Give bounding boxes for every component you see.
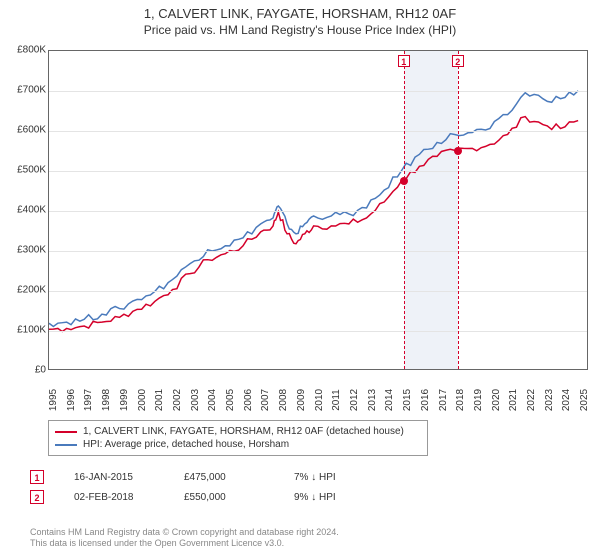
legend-item: 1, CALVERT LINK, FAYGATE, HORSHAM, RH12 … (55, 425, 421, 438)
x-tick-label: 2020 (491, 389, 502, 411)
legend-swatch (55, 444, 77, 446)
y-tick-label: £600K (17, 125, 46, 136)
legend-label: 1, CALVERT LINK, FAYGATE, HORSHAM, RH12 … (83, 426, 404, 437)
transaction-vline (404, 51, 405, 369)
chart-plot-area: 12 (48, 50, 588, 370)
x-tick-label: 1997 (83, 389, 94, 411)
transaction-marker-label: 1 (398, 55, 410, 67)
x-tick-label: 2001 (154, 389, 165, 411)
y-tick-label: £300K (17, 245, 46, 256)
legend-item: HPI: Average price, detached house, Hors… (55, 438, 421, 451)
y-tick-label: £200K (17, 285, 46, 296)
x-tick-label: 2014 (384, 389, 395, 411)
x-tick-label: 2025 (579, 389, 590, 411)
transaction-delta: 9% ↓ HPI (294, 492, 374, 503)
legend-swatch (55, 431, 77, 433)
grid-line (49, 171, 587, 172)
x-tick-label: 2005 (225, 389, 236, 411)
grid-line (49, 211, 587, 212)
transaction-date: 02-FEB-2018 (74, 492, 154, 503)
transaction-price: £475,000 (184, 472, 264, 483)
x-tick-label: 2019 (473, 389, 484, 411)
transaction-price: £550,000 (184, 492, 264, 503)
transaction-dot (454, 147, 462, 155)
transaction-number-box: 2 (30, 490, 44, 504)
footer-line-1: Contains HM Land Registry data © Crown c… (30, 527, 339, 539)
x-tick-label: 2012 (349, 389, 360, 411)
x-tick-label: 2002 (172, 389, 183, 411)
x-tick-label: 2003 (190, 389, 201, 411)
x-tick-label: 2007 (260, 389, 271, 411)
x-tick-label: 2009 (296, 389, 307, 411)
x-tick-label: 2008 (278, 389, 289, 411)
y-axis: £0£100K£200K£300K£400K£500K£600K£700K£80… (0, 50, 48, 370)
title-subtitle: Price paid vs. HM Land Registry's House … (0, 23, 600, 37)
chart-container: 1, CALVERT LINK, FAYGATE, HORSHAM, RH12 … (0, 0, 600, 560)
transaction-vline (458, 51, 459, 369)
grid-line (49, 251, 587, 252)
x-tick-label: 2023 (544, 389, 555, 411)
transaction-number-box: 1 (30, 470, 44, 484)
footer-line-2: This data is licensed under the Open Gov… (30, 538, 339, 550)
x-tick-label: 2022 (526, 389, 537, 411)
transaction-row: 2 02-FEB-2018 £550,000 9% ↓ HPI (30, 490, 374, 504)
x-tick-label: 2006 (243, 389, 254, 411)
grid-line (49, 331, 587, 332)
x-tick-label: 2015 (402, 389, 413, 411)
transaction-date: 16-JAN-2015 (74, 472, 154, 483)
x-tick-label: 1998 (101, 389, 112, 411)
y-tick-label: £700K (17, 85, 46, 96)
transaction-dot (400, 177, 408, 185)
y-tick-label: £100K (17, 325, 46, 336)
x-tick-label: 2016 (420, 389, 431, 411)
x-axis: 1995 1996 1997 1998 1999 2000 2001 2002 2003 2004… (48, 370, 588, 416)
x-tick-label: 2021 (508, 389, 519, 411)
x-tick-label: 2000 (137, 389, 148, 411)
title-address: 1, CALVERT LINK, FAYGATE, HORSHAM, RH12 … (0, 6, 600, 21)
chart-svg (49, 51, 587, 369)
attribution-footer: Contains HM Land Registry data © Crown c… (30, 527, 339, 550)
transaction-table: 1 16-JAN-2015 £475,000 7% ↓ HPI 2 02-FEB-2018… (30, 470, 374, 510)
x-tick-label: 2017 (438, 389, 449, 411)
x-tick-label: 2004 (207, 389, 218, 411)
x-tick-label: 1999 (119, 389, 130, 411)
title-block: 1, CALVERT LINK, FAYGATE, HORSHAM, RH12 … (0, 0, 600, 37)
transaction-row: 1 16-JAN-2015 £475,000 7% ↓ HPI (30, 470, 374, 484)
series_property (49, 117, 578, 332)
y-tick-label: £400K (17, 205, 46, 216)
grid-line (49, 91, 587, 92)
legend-label: HPI: Average price, detached house, Hors… (83, 439, 289, 450)
x-tick-label: 1996 (66, 389, 77, 411)
transaction-marker-label: 2 (452, 55, 464, 67)
y-tick-label: £800K (17, 45, 46, 56)
x-tick-label: 2013 (367, 389, 378, 411)
x-tick-label: 1995 (48, 389, 59, 411)
y-tick-label: £0 (35, 365, 46, 376)
grid-line (49, 131, 587, 132)
x-tick-label: 2011 (331, 389, 342, 411)
x-tick-label: 2010 (314, 389, 325, 411)
grid-line (49, 291, 587, 292)
x-tick-label: 2018 (455, 389, 466, 411)
x-tick-label: 2024 (561, 389, 572, 411)
legend-box: 1, CALVERT LINK, FAYGATE, HORSHAM, RH12 … (48, 420, 428, 456)
transaction-delta: 7% ↓ HPI (294, 472, 374, 483)
y-tick-label: £500K (17, 165, 46, 176)
